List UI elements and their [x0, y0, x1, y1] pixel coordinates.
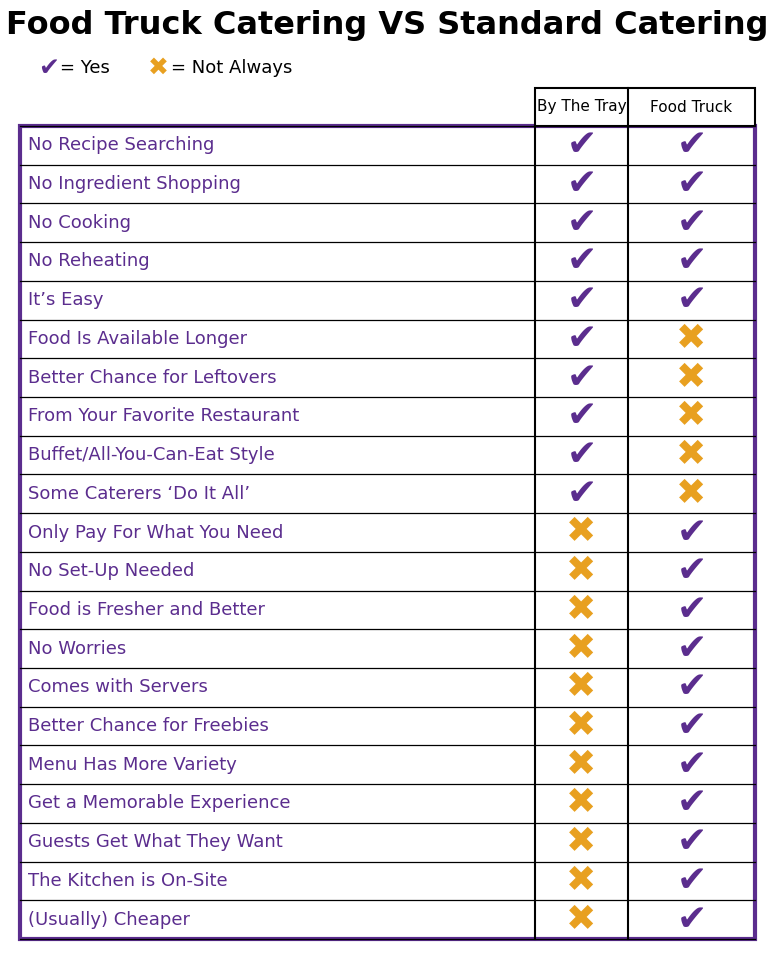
Text: ✖: ✖ [567, 902, 597, 937]
Text: ✔: ✔ [677, 902, 707, 937]
Text: It’s Easy: It’s Easy [28, 292, 104, 309]
Text: ✔: ✔ [677, 670, 707, 704]
Text: Better Chance for Freebies: Better Chance for Freebies [28, 717, 269, 735]
Text: ✔: ✔ [567, 245, 597, 278]
Text: ✔: ✔ [567, 283, 597, 317]
Text: ✖: ✖ [567, 593, 597, 627]
Text: ✖: ✖ [567, 825, 597, 859]
Text: ✔: ✔ [677, 129, 707, 162]
Text: Menu Has More Variety: Menu Has More Variety [28, 756, 237, 774]
Bar [20, 126, 755, 939]
Bar [535, 88, 755, 126]
Text: ✔: ✔ [677, 554, 707, 588]
Text: No Recipe Searching: No Recipe Searching [28, 136, 215, 154]
Text: No Reheating: No Reheating [28, 252, 150, 270]
Text: ✔: ✔ [677, 245, 707, 278]
Text: Buffet/All-You-Can-Eat Style: Buffet/All-You-Can-Eat Style [28, 446, 275, 464]
Text: ✔: ✔ [677, 283, 707, 317]
Text: Comes with Servers: Comes with Servers [28, 678, 208, 696]
Text: Better Chance for Leftovers: Better Chance for Leftovers [28, 368, 277, 386]
Text: Food is Fresher and Better: Food is Fresher and Better [28, 601, 265, 619]
Text: ✔: ✔ [677, 748, 707, 782]
Text: ✔: ✔ [567, 322, 597, 356]
Text: ✔: ✔ [677, 709, 707, 743]
Text: ✔: ✔ [677, 864, 707, 898]
Text: = Yes: = Yes [60, 59, 110, 77]
Text: ✖: ✖ [567, 516, 597, 550]
Text: ✔: ✔ [677, 593, 707, 627]
Text: ✖: ✖ [677, 477, 707, 511]
Text: ✔: ✔ [567, 206, 597, 240]
Text: ✖: ✖ [677, 361, 707, 395]
Text: No Cooking: No Cooking [28, 214, 131, 232]
Text: No Ingredient Shopping: No Ingredient Shopping [28, 175, 241, 193]
Text: ✖: ✖ [567, 748, 597, 782]
Text: ✔: ✔ [567, 129, 597, 162]
Text: Some Caterers ‘Do It All’: Some Caterers ‘Do It All’ [28, 485, 250, 503]
Text: ✔: ✔ [677, 786, 707, 821]
Text: ✖: ✖ [677, 399, 707, 433]
Text: ✖: ✖ [677, 438, 707, 472]
Text: ✖: ✖ [567, 864, 597, 898]
Text: ✔: ✔ [567, 477, 597, 511]
Text: By The Tray: By The Tray [536, 100, 626, 114]
Text: ✔: ✔ [677, 825, 707, 859]
Text: The Kitchen is On-Site: The Kitchen is On-Site [28, 872, 228, 890]
Text: Food Truck: Food Truck [650, 100, 732, 114]
Text: ✔: ✔ [567, 399, 597, 433]
Text: (Usually) Cheaper: (Usually) Cheaper [28, 911, 190, 928]
Text: ✔: ✔ [38, 56, 59, 80]
Text: Get a Memorable Experience: Get a Memorable Experience [28, 794, 291, 812]
Text: ✖: ✖ [567, 670, 597, 704]
Text: ✖: ✖ [148, 56, 169, 80]
Text: ✔: ✔ [567, 361, 597, 395]
Text: ✔: ✔ [677, 632, 707, 666]
Text: ✔: ✔ [567, 167, 597, 201]
Text: ✖: ✖ [567, 632, 597, 666]
Text: ✔: ✔ [677, 167, 707, 201]
Text: From Your Favorite Restaurant: From Your Favorite Restaurant [28, 408, 299, 426]
Text: Only Pay For What You Need: Only Pay For What You Need [28, 524, 284, 542]
Text: No Worries: No Worries [28, 640, 126, 658]
Text: ✖: ✖ [567, 554, 597, 588]
Text: ✖: ✖ [567, 709, 597, 743]
Text: Guests Get What They Want: Guests Get What They Want [28, 833, 283, 852]
Text: No Set-Up Needed: No Set-Up Needed [28, 562, 195, 580]
Text: Food Is Available Longer: Food Is Available Longer [28, 330, 247, 348]
Text: = Not Always: = Not Always [171, 59, 292, 77]
Text: ✔: ✔ [677, 206, 707, 240]
Text: Food Truck Catering VS Standard Catering: Food Truck Catering VS Standard Catering [6, 10, 769, 41]
Text: ✖: ✖ [677, 322, 707, 356]
Text: ✔: ✔ [677, 516, 707, 550]
Text: ✔: ✔ [567, 438, 597, 472]
Text: ✖: ✖ [567, 786, 597, 821]
